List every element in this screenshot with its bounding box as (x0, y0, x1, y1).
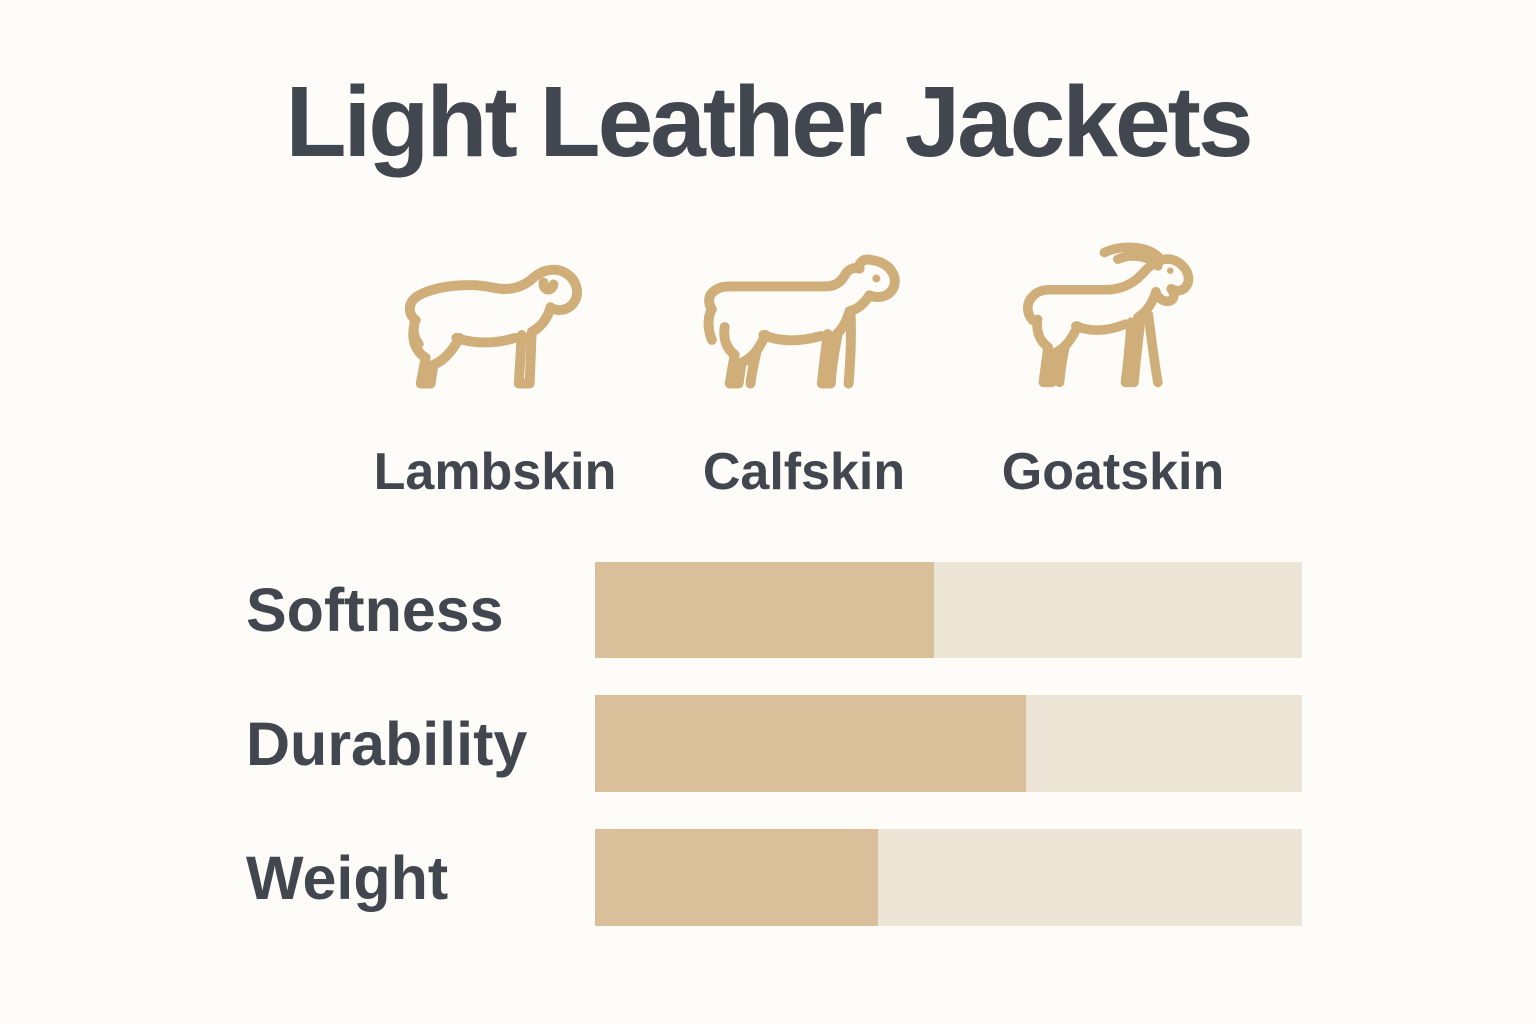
leather-icons-row: Lambskin Calfskin (374, 226, 1225, 502)
bar-track-weight (595, 829, 1302, 926)
leather-column-goatskin: Goatskin (1001, 226, 1225, 502)
bar-label-weight: Weight (246, 843, 449, 912)
leather-column-calfskin: Calfskin (694, 226, 914, 502)
bar-row-softness: Softness (0, 562, 1536, 658)
leather-label-lambskin: Lambskin (373, 443, 617, 501)
bar-fill-durability (595, 695, 1027, 792)
page-title: Light Leather Jackets (285, 66, 1253, 178)
leather-label-calfskin: Calfskin (702, 443, 906, 501)
bar-track-durability (595, 695, 1302, 792)
leather-label-goatskin: Goatskin (1001, 443, 1225, 501)
bar-label-durability: Durability (246, 709, 528, 778)
bar-track-softness (595, 562, 1302, 658)
leather-column-lambskin: Lambskin (374, 226, 616, 502)
goat-icon (1008, 226, 1218, 416)
calf-icon (695, 226, 913, 416)
bar-row-weight: Weight (0, 829, 1536, 926)
bar-fill-softness (595, 562, 935, 658)
bar-label-softness: Softness (246, 576, 504, 644)
bar-row-durability: Durability (0, 695, 1536, 792)
lamb-icon (386, 226, 604, 416)
bar-fill-weight (595, 829, 878, 926)
